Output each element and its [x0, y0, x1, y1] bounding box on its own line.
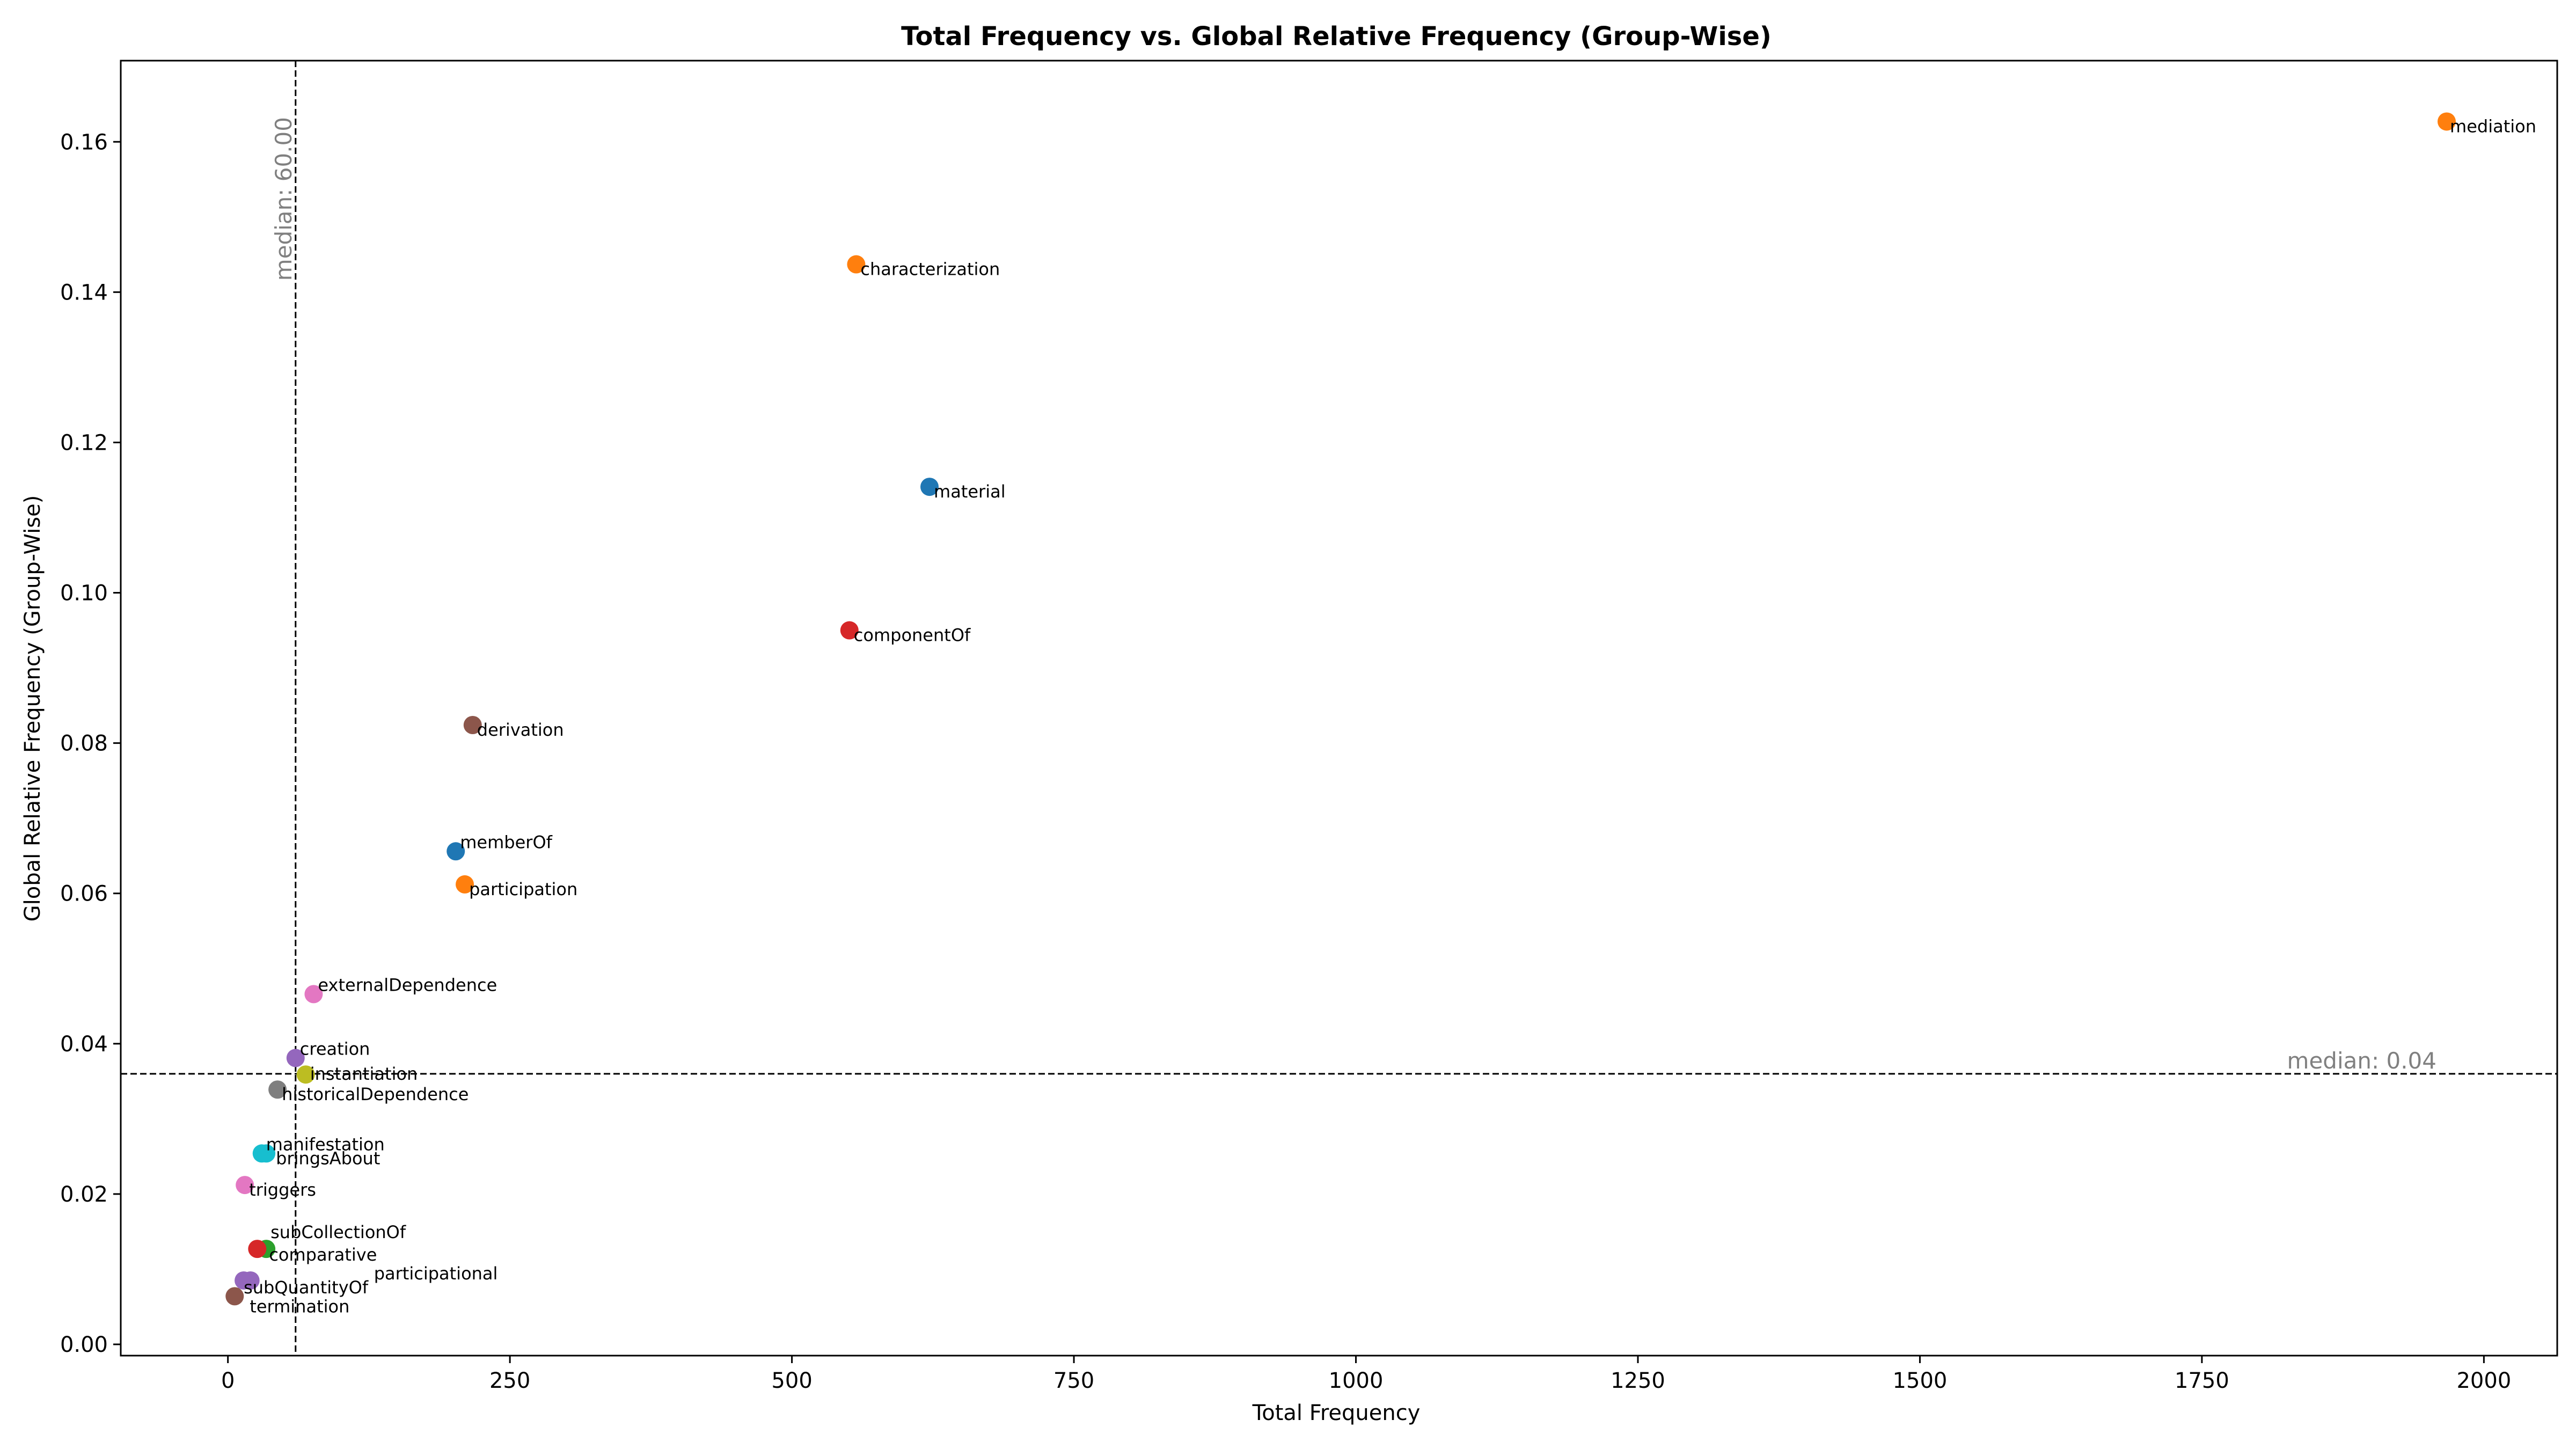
y-tick-label: 0.00 [60, 1333, 108, 1357]
data-point-instantiation [296, 1065, 315, 1084]
y-tick-label: 0.08 [60, 731, 108, 756]
y-tick-label: 0.16 [60, 130, 108, 155]
x-tick-label: 1000 [1329, 1368, 1384, 1393]
data-label-comparative: comparative [269, 1245, 377, 1265]
data-label-externalDependence: externalDependence [318, 975, 497, 995]
data-point-participation [456, 875, 474, 894]
data-label-bringsAbout: bringsAbout [276, 1148, 380, 1168]
y-axis: 0.00 0.02 0.04 0.06 0.08 0.10 0.12 0.14 0.16 [60, 130, 121, 1357]
data-label-participational: participational [374, 1263, 498, 1284]
data-point-mediation [2438, 112, 2456, 131]
y-tick-label: 0.02 [60, 1182, 108, 1207]
data-label-derivation: derivation [477, 720, 564, 740]
data-label-instantiation: instantiation [310, 1064, 418, 1084]
data-label-mediation: mediation [2450, 116, 2536, 136]
y-tick-label: 0.10 [60, 581, 108, 606]
data-points [225, 112, 2456, 1306]
data-label-manifestation: manifestation [266, 1134, 385, 1154]
data-label-participation: participation [469, 879, 577, 899]
data-point-externalDependence [304, 985, 323, 1004]
data-label-historicalDependence: historicalDependence [282, 1084, 469, 1104]
data-point-comparative [248, 1240, 267, 1258]
data-point-memberOf [447, 842, 465, 861]
x-axis-label: Total Frequency [1252, 1401, 1421, 1425]
data-point-historicalDependence [268, 1080, 287, 1099]
median-lines: median: 60.00 median: 0.04 [121, 61, 2557, 1356]
data-point-characterization [847, 255, 866, 274]
x-tick-label: 1500 [1893, 1368, 1948, 1393]
data-label-termination: termination [250, 1296, 349, 1316]
x-tick-label: 1250 [1611, 1368, 1665, 1393]
x-axis: 0 250 500 750 1000 1250 1500 1750 2000 [221, 1356, 2511, 1393]
data-label-subQuantityOf: subQuantityOf [244, 1277, 369, 1298]
data-point-subQuantityOf [235, 1271, 253, 1290]
x-tick-label: 500 [771, 1368, 812, 1393]
data-label-memberOf: memberOf [460, 832, 552, 852]
data-label-subCollectionOf: subCollectionOf [270, 1222, 406, 1242]
plot-area: median: 60.00 median: 0.04 mediation chara… [120, 60, 2558, 1357]
y-tick-label: 0.06 [60, 882, 108, 906]
data-label-material: material [934, 481, 1006, 502]
data-label-triggers: triggers [249, 1180, 316, 1200]
x-tick-label: 750 [1053, 1368, 1094, 1393]
median-x-label: median: 60.00 [270, 117, 297, 281]
data-point-labels: mediation characterization material compone… [244, 116, 2536, 1316]
median-y-label: median: 0.04 [2287, 1048, 2436, 1074]
y-tick-label: 0.04 [60, 1032, 108, 1057]
y-axis-label: Global Relative Frequency (Group-Wise) [20, 495, 45, 922]
y-tick-label: 0.12 [60, 430, 108, 455]
data-point-creation [286, 1049, 305, 1067]
data-point-componentOf [840, 621, 859, 640]
y-tick-label: 0.14 [60, 280, 108, 305]
data-label-componentOf: componentOf [854, 625, 971, 646]
x-tick-label: 0 [221, 1368, 235, 1393]
data-label-characterization: characterization [860, 259, 1000, 280]
data-point-derivation [463, 716, 482, 735]
plot-frame [120, 60, 2558, 1357]
x-tick-label: 250 [489, 1368, 530, 1393]
data-point-bringsAbout [257, 1144, 276, 1163]
x-tick-label: 1750 [2175, 1368, 2229, 1393]
data-label-creation: creation [300, 1038, 370, 1059]
x-tick-label: 2000 [2456, 1368, 2511, 1393]
chart-title: Total Frequency vs. Global Relative Freq… [901, 21, 1772, 52]
data-point-termination [225, 1287, 244, 1306]
data-point-material [920, 478, 939, 496]
data-point-triggers [236, 1176, 254, 1195]
